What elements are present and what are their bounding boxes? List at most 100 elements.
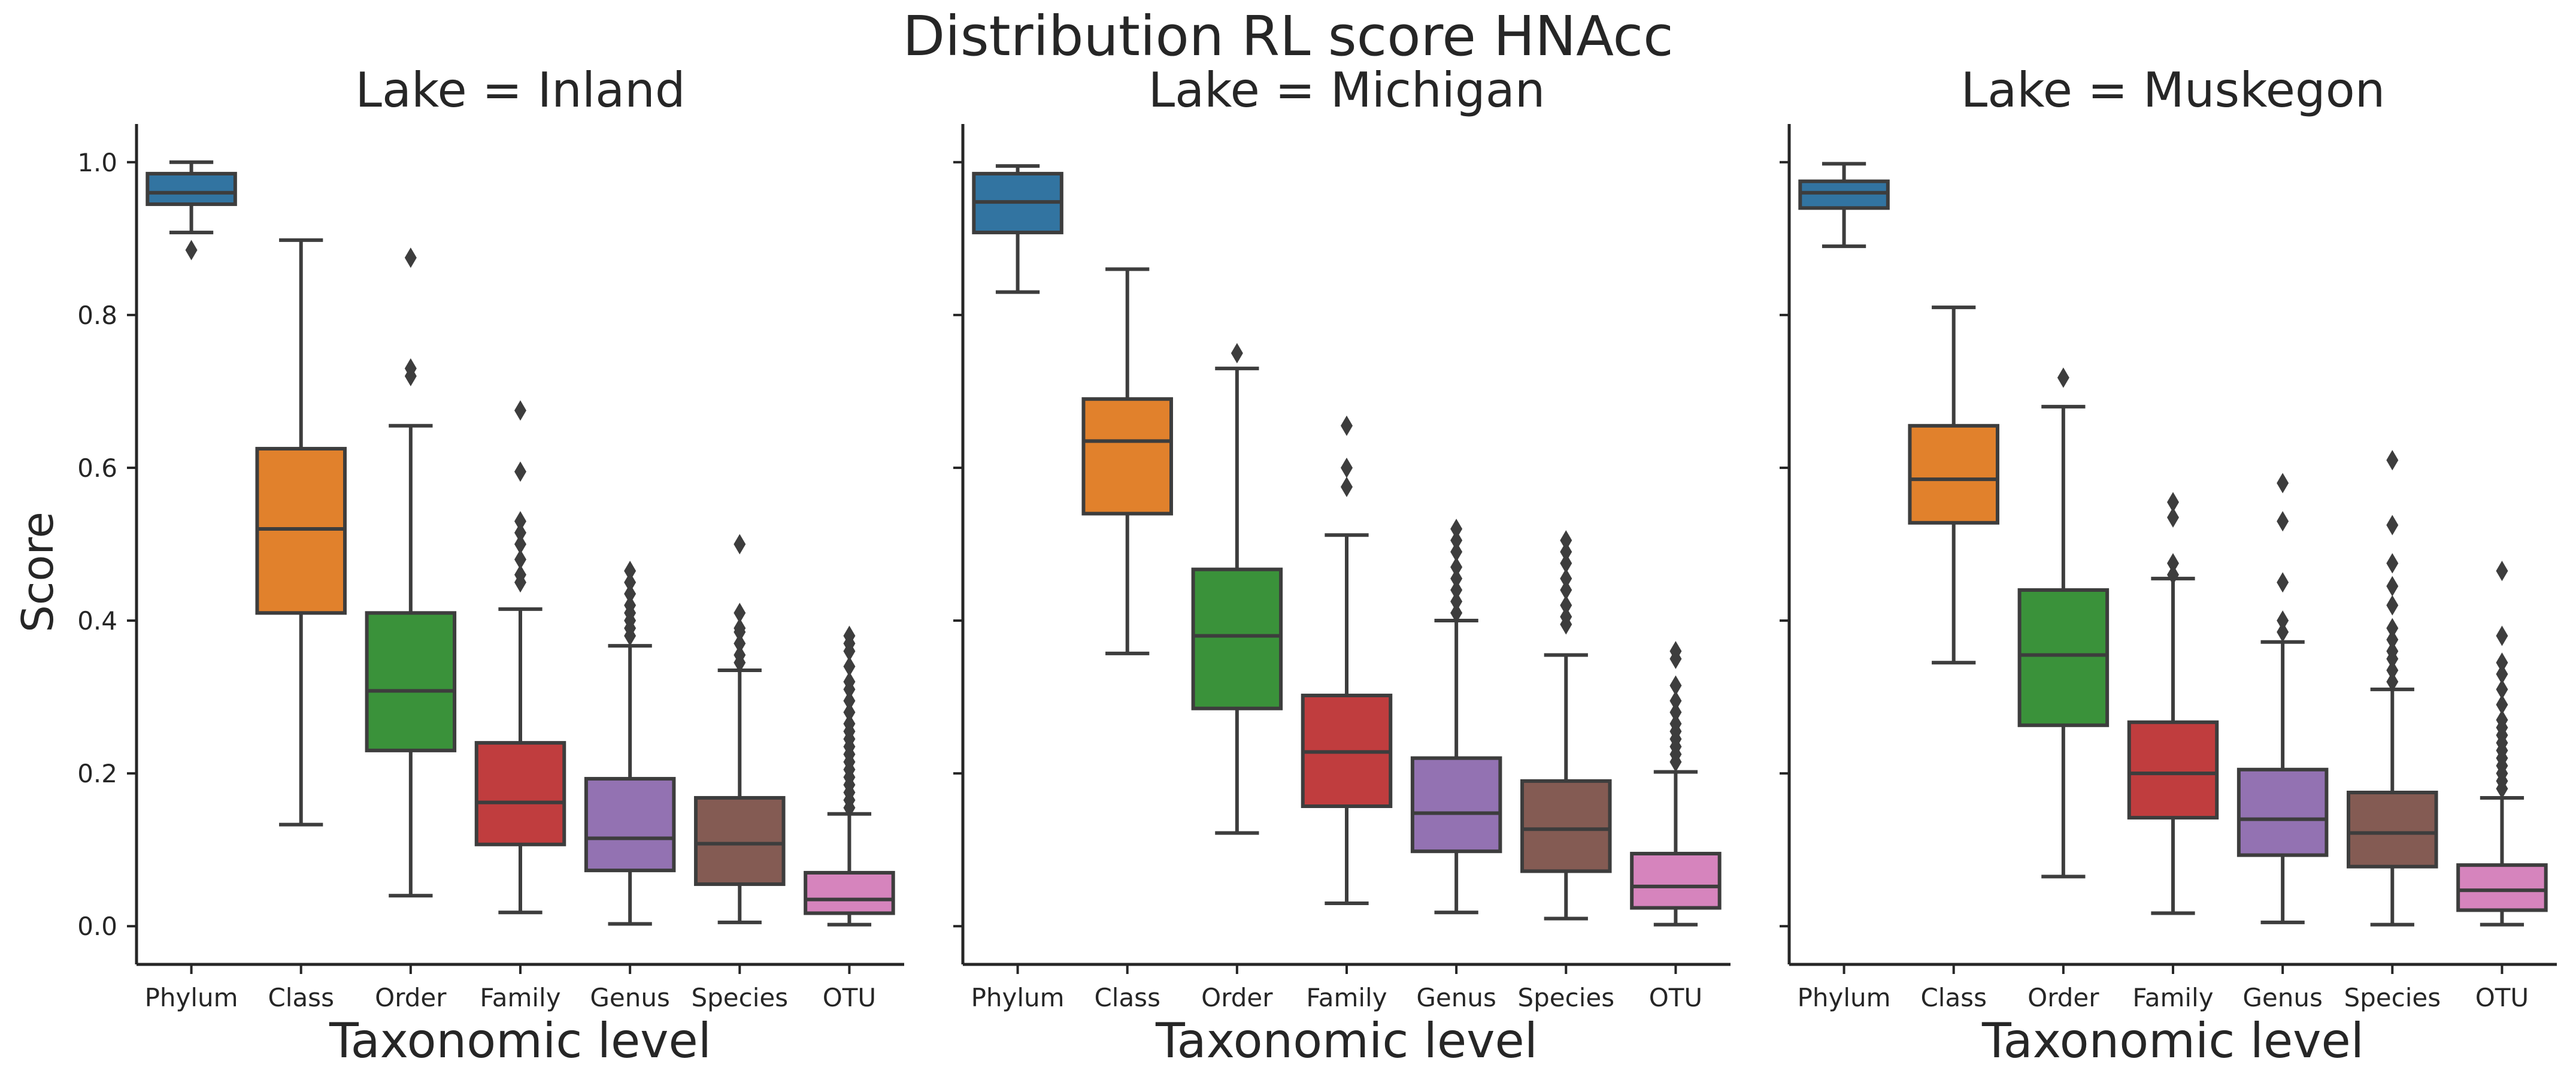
box-genus (584, 561, 676, 926)
iqr-box (2127, 720, 2219, 820)
box-phylum (1798, 162, 1890, 249)
box-class (1908, 305, 1999, 665)
box-order (365, 247, 457, 898)
box-species (694, 534, 786, 924)
iqr-box (1630, 852, 1722, 910)
outlier-point (2496, 561, 2508, 582)
outlier-point (843, 656, 856, 677)
outlier-point (734, 618, 746, 639)
y-tick-label: 0.6 (77, 453, 117, 483)
outlier-point (1450, 580, 1463, 601)
outlier-point (2496, 694, 2508, 715)
outlier-point (2496, 679, 2508, 700)
outlier-point (404, 358, 417, 379)
outlier-point (624, 583, 637, 604)
outlier-point (1450, 568, 1463, 589)
outlier-point (2167, 507, 2179, 528)
box-phylum (146, 160, 237, 261)
box-species (1520, 530, 1612, 921)
outlier-point (2386, 595, 2399, 616)
y-tick-label: 0.8 (77, 301, 117, 330)
outlier-point (2277, 511, 2289, 532)
outlier-point (2496, 664, 2508, 685)
x-tick-label: Species (1517, 983, 1614, 1012)
outlier-point (2167, 553, 2179, 574)
outlier-point (2057, 367, 2069, 388)
outlier-point (734, 645, 746, 665)
outlier-point (2386, 660, 2399, 680)
iqr-box (1410, 756, 1502, 854)
outlier-point (1560, 606, 1572, 627)
x-tick-label: Class (1094, 983, 1160, 1012)
iqr-box (694, 795, 786, 887)
outlier-point (2386, 618, 2399, 639)
outlier-point (734, 603, 746, 624)
outlier-point (2386, 641, 2399, 662)
panels: Lake = Inland 0.0 0.2 0.4 0.6 0.8 1.0 Phylum Cla… (77, 62, 2557, 1069)
outlier-point (2386, 576, 2399, 597)
iqr-box (2456, 863, 2548, 912)
outlier-point (514, 400, 526, 421)
box-otu (2456, 561, 2548, 927)
iqr-box (1908, 423, 1999, 525)
outlier-point (843, 625, 856, 646)
outlier-point (1560, 580, 1572, 601)
iqr-box (2347, 791, 2438, 869)
outlier-point (1450, 518, 1463, 539)
x-tick-label: Genus (2242, 983, 2323, 1012)
panel-title: Lake = Michigan (1148, 62, 1545, 118)
outlier-point (2167, 492, 2179, 513)
iqr-box (1798, 179, 1890, 210)
x-tick-label: Phylum (1798, 983, 1891, 1012)
outlier-point (404, 247, 417, 268)
outlier-point (2496, 625, 2508, 646)
x-tick-label: Phylum (145, 983, 238, 1012)
box-otu (804, 625, 895, 927)
x-tick-label: Genus (590, 983, 670, 1012)
y-axis-label: Score (13, 512, 63, 633)
x-tick-label: Genus (1416, 983, 1496, 1012)
y-tick-label: 0.0 (77, 912, 117, 941)
x-tick-label: OTU (823, 983, 876, 1012)
outlier-point (843, 690, 856, 711)
iqr-box (365, 611, 457, 752)
panel-3: Lake = Muskegon Phylum Class Order Family Gen… (1780, 62, 2557, 1069)
outlier-point (2386, 671, 2399, 692)
iqr-box (804, 870, 895, 915)
box-family (1301, 415, 1393, 905)
outlier-point (734, 534, 746, 555)
box-genus (1410, 518, 1502, 915)
outlier-point (2277, 473, 2289, 494)
box-phylum (972, 164, 1063, 294)
outlier-point (2277, 610, 2289, 631)
y-tick-label: 1.0 (77, 148, 117, 177)
outlier-point (2386, 629, 2399, 650)
iqr-box (1081, 397, 1173, 516)
panel-title: Lake = Inland (355, 62, 685, 118)
outlier-point (514, 549, 526, 570)
x-tick-label: Order (2028, 983, 2099, 1012)
iqr-box (255, 447, 347, 615)
outlier-point (2386, 515, 2399, 536)
box-species (2347, 450, 2438, 927)
outlier-point (1450, 530, 1463, 551)
x-axis-label: Taxonomic level (329, 1013, 711, 1069)
outlier-point (2496, 709, 2508, 730)
iqr-box (2236, 767, 2329, 857)
panel-1: Lake = Inland 0.0 0.2 0.4 0.6 0.8 1.0 Phylum Cla… (77, 62, 904, 1069)
outlier-point (1450, 542, 1463, 562)
iqr-box (146, 171, 237, 206)
box-family (474, 400, 566, 915)
outlier-point (1450, 603, 1463, 624)
box-genus (2236, 473, 2329, 924)
outlier-point (624, 595, 637, 616)
outlier-point (1669, 713, 1682, 734)
outlier-point (843, 702, 856, 723)
iqr-box (1520, 779, 1612, 873)
x-tick-label: Species (691, 983, 788, 1012)
outlier-point (1669, 675, 1682, 696)
outlier-point (1450, 556, 1463, 577)
box-order (2017, 367, 2110, 879)
outlier-point (514, 522, 526, 543)
